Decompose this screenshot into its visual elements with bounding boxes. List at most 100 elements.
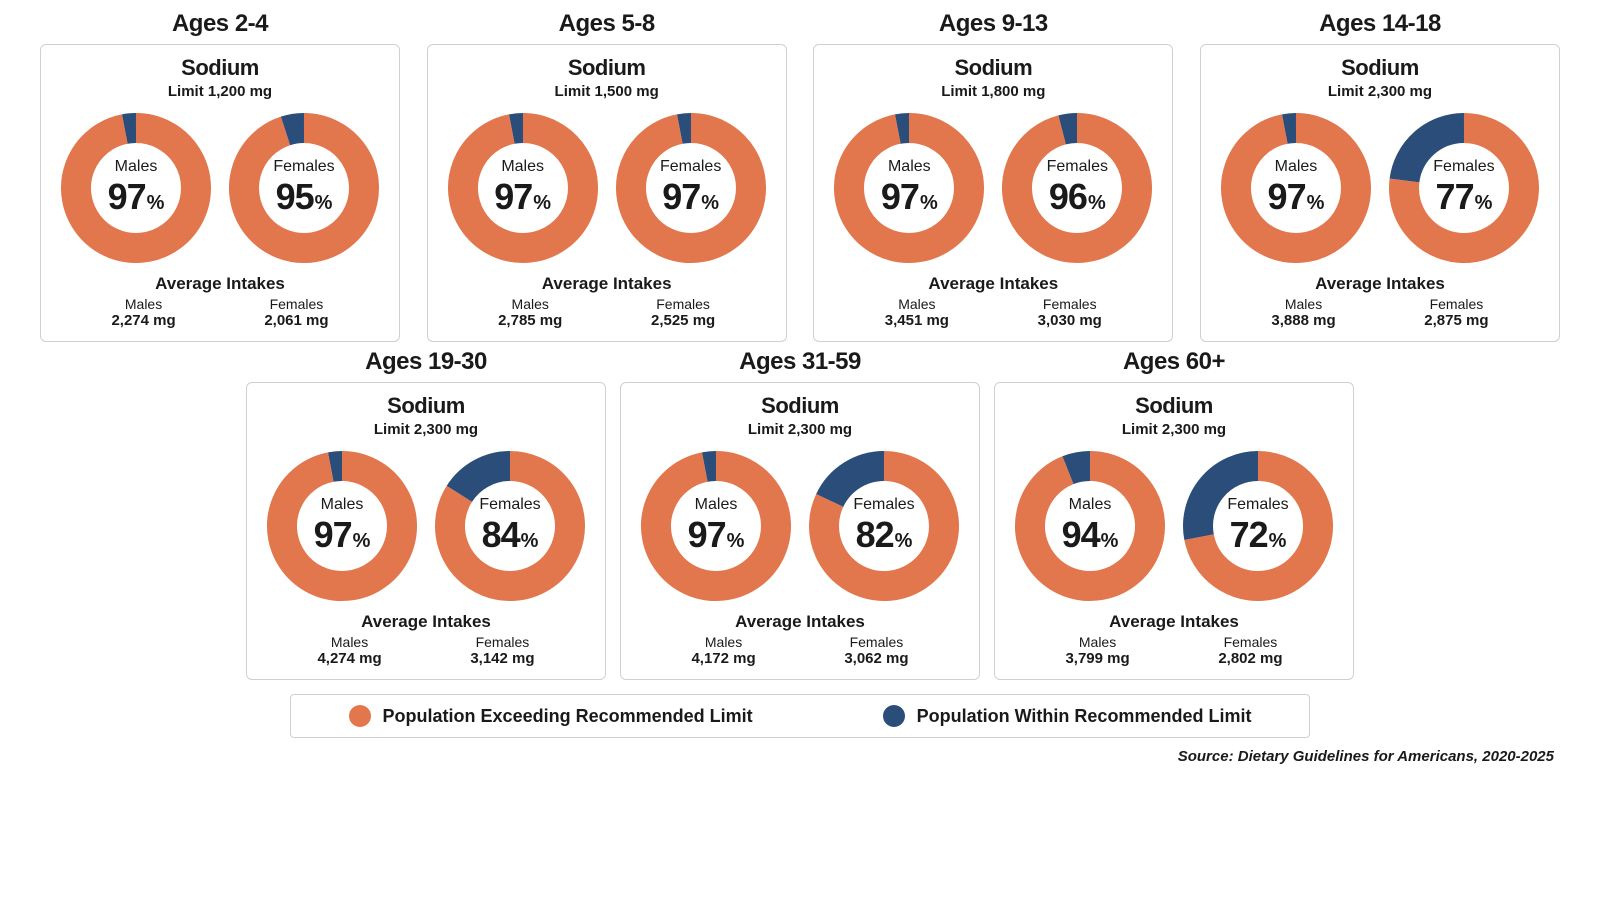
pct-value: 97 xyxy=(688,514,726,556)
nutrient-label: Sodium xyxy=(1215,55,1545,81)
pct-value: 77 xyxy=(1436,176,1474,218)
gender-label: Females xyxy=(1227,496,1288,514)
pct-symbol: % xyxy=(1307,192,1325,215)
gender-label: Males xyxy=(695,496,738,514)
avg-gender-label: Females xyxy=(226,296,367,312)
donuts-row: Males 97 % Females 77 % xyxy=(1215,108,1545,268)
avg-col-male: Males 3,799 mg xyxy=(1027,634,1168,667)
pct-line: 97 % xyxy=(881,176,938,218)
donut-center-male: Males 97 % xyxy=(56,108,216,268)
pct-value: 97 xyxy=(662,176,700,218)
limit-label: Limit 1,200 mg xyxy=(55,83,385,100)
pct-line: 94 % xyxy=(1062,514,1119,556)
donut-center-female: Females 82 % xyxy=(804,446,964,606)
avg-value-male: 3,888 mg xyxy=(1233,312,1374,329)
age-title: Ages 19-30 xyxy=(365,348,487,376)
legend-label-exceed: Population Exceeding Recommended Limit xyxy=(383,706,753,727)
gender-label: Females xyxy=(479,496,540,514)
avg-gender-label: Females xyxy=(806,634,947,650)
avg-col-male: Males 4,172 mg xyxy=(653,634,794,667)
pct-value: 94 xyxy=(1062,514,1100,556)
avg-intakes-title: Average Intakes xyxy=(261,612,591,632)
avg-col-female: Females 3,062 mg xyxy=(806,634,947,667)
pct-line: 77 % xyxy=(1436,176,1493,218)
pct-line: 72 % xyxy=(1230,514,1287,556)
pct-line: 97 % xyxy=(494,176,551,218)
avg-value-female: 3,142 mg xyxy=(432,650,573,667)
limit-label: Limit 2,300 mg xyxy=(1215,83,1545,100)
avg-col-female: Females 2,802 mg xyxy=(1180,634,1321,667)
avg-gender-label: Males xyxy=(1027,634,1168,650)
panel-card: Sodium Limit 1,800 mg Males 97 % Females… xyxy=(813,44,1173,342)
age-title: Ages 9-13 xyxy=(939,10,1048,38)
donuts-row: Males 97 % Females 96 % xyxy=(828,108,1158,268)
donut-center-female: Females 97 % xyxy=(611,108,771,268)
pct-symbol: % xyxy=(147,192,165,215)
age-panel-1: Ages 5-8 Sodium Limit 1,500 mg Males 97 … xyxy=(427,10,787,342)
nutrient-label: Sodium xyxy=(55,55,385,81)
panel-card: Sodium Limit 2,300 mg Males 97 % Females… xyxy=(246,382,606,680)
avg-gender-label: Females xyxy=(1180,634,1321,650)
gender-label: Males xyxy=(1275,158,1318,176)
donut-male: Males 97 % xyxy=(443,108,603,268)
avg-value-female: 2,875 mg xyxy=(1386,312,1527,329)
pct-value: 97 xyxy=(108,176,146,218)
gender-label: Males xyxy=(888,158,931,176)
avg-intakes-row: Males 3,451 mg Females 3,030 mg xyxy=(828,296,1158,329)
pct-line: 96 % xyxy=(1049,176,1106,218)
donuts-row: Males 94 % Females 72 % xyxy=(1009,446,1339,606)
donuts-row: Males 97 % Females 84 % xyxy=(261,446,591,606)
gender-label: Females xyxy=(853,496,914,514)
donut-female: Females 77 % xyxy=(1384,108,1544,268)
pct-symbol: % xyxy=(315,192,333,215)
donut-female: Females 96 % xyxy=(997,108,1157,268)
source-citation: Source: Dietary Guidelines for Americans… xyxy=(40,748,1560,765)
avg-intakes-row: Males 4,172 mg Females 3,062 mg xyxy=(635,634,965,667)
pct-line: 95 % xyxy=(276,176,333,218)
age-panel-4: Ages 19-30 Sodium Limit 2,300 mg Males 9… xyxy=(246,348,606,680)
pct-symbol: % xyxy=(895,530,913,553)
avg-intakes-row: Males 3,799 mg Females 2,802 mg xyxy=(1009,634,1339,667)
pct-symbol: % xyxy=(1088,192,1106,215)
pct-symbol: % xyxy=(1101,530,1119,553)
donuts-row: Males 97 % Females 97 % xyxy=(442,108,772,268)
avg-value-male: 4,274 mg xyxy=(279,650,420,667)
limit-label: Limit 2,300 mg xyxy=(1009,421,1339,438)
nutrient-label: Sodium xyxy=(1009,393,1339,419)
pct-symbol: % xyxy=(353,530,371,553)
pct-symbol: % xyxy=(701,192,719,215)
nutrient-label: Sodium xyxy=(828,55,1158,81)
donut-center-female: Females 96 % xyxy=(997,108,1157,268)
donut-center-female: Females 95 % xyxy=(224,108,384,268)
pct-symbol: % xyxy=(727,530,745,553)
age-title: Ages 31-59 xyxy=(739,348,861,376)
panel-card: Sodium Limit 1,500 mg Males 97 % Females… xyxy=(427,44,787,342)
pct-value: 96 xyxy=(1049,176,1087,218)
pct-line: 97 % xyxy=(662,176,719,218)
panel-card: Sodium Limit 1,200 mg Males 97 % Females… xyxy=(40,44,400,342)
gender-label: Females xyxy=(273,158,334,176)
age-panel-5: Ages 31-59 Sodium Limit 2,300 mg Males 9… xyxy=(620,348,980,680)
panel-card: Sodium Limit 2,300 mg Males 94 % Females… xyxy=(994,382,1354,680)
avg-value-male: 4,172 mg xyxy=(653,650,794,667)
limit-label: Limit 1,500 mg xyxy=(442,83,772,100)
donut-male: Males 97 % xyxy=(56,108,216,268)
avg-col-female: Females 2,875 mg xyxy=(1386,296,1527,329)
avg-gender-label: Females xyxy=(999,296,1140,312)
avg-value-male: 3,451 mg xyxy=(846,312,987,329)
legend-swatch-within xyxy=(883,705,905,727)
avg-intakes-row: Males 3,888 mg Females 2,875 mg xyxy=(1215,296,1545,329)
avg-value-female: 2,525 mg xyxy=(613,312,754,329)
pct-symbol: % xyxy=(533,192,551,215)
gender-label: Females xyxy=(660,158,721,176)
gender-label: Males xyxy=(1069,496,1112,514)
legend: Population Exceeding Recommended Limit P… xyxy=(290,694,1310,738)
avg-col-female: Females 3,030 mg xyxy=(999,296,1140,329)
avg-intakes-title: Average Intakes xyxy=(442,274,772,294)
age-title: Ages 60+ xyxy=(1123,348,1225,376)
donut-male: Males 97 % xyxy=(1216,108,1376,268)
donut-female: Females 72 % xyxy=(1178,446,1338,606)
pct-value: 97 xyxy=(1268,176,1306,218)
panel-card: Sodium Limit 2,300 mg Males 97 % Females… xyxy=(620,382,980,680)
nutrient-label: Sodium xyxy=(442,55,772,81)
